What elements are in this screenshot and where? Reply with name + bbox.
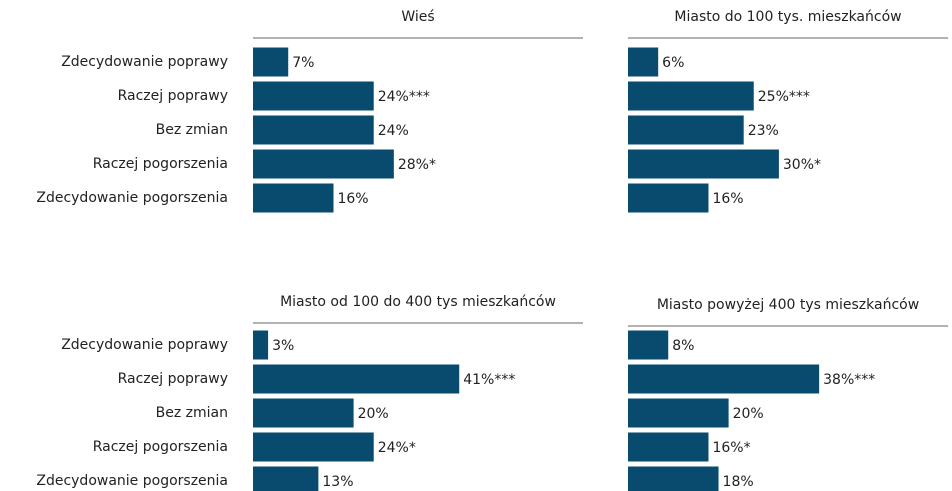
- value-label: 25%***: [758, 89, 810, 105]
- value-label: 24%*: [378, 440, 416, 456]
- category-label: Zdecydowanie poprawy: [61, 54, 228, 70]
- value-label: 28%*: [398, 157, 436, 173]
- bar: [628, 364, 820, 394]
- value-label: 16%*: [712, 440, 750, 456]
- bar: [628, 81, 754, 111]
- bar: [253, 364, 460, 394]
- bar: [628, 183, 709, 213]
- bar: [628, 466, 719, 491]
- value-label: 6%: [662, 55, 684, 71]
- bar: [628, 115, 744, 145]
- value-label: 16%: [337, 191, 368, 207]
- panel-title: Wieś: [401, 9, 434, 25]
- bar: [253, 115, 374, 145]
- panel-title: Miasto od 100 do 400 tys mieszkańców: [280, 294, 556, 310]
- value-label: 7%: [292, 55, 314, 71]
- value-label: 38%***: [823, 372, 875, 388]
- value-label: 3%: [272, 338, 294, 354]
- value-label: 16%: [712, 191, 743, 207]
- bar: [628, 398, 729, 428]
- panel-title: Miasto do 100 tys. mieszkańców: [674, 9, 901, 25]
- category-label: Raczej pogorszenia: [93, 156, 228, 172]
- category-label: Zdecydowanie pogorszenia: [36, 473, 228, 489]
- bar: [628, 330, 669, 360]
- bar: [253, 81, 374, 111]
- bar: [253, 47, 289, 77]
- bar: [253, 466, 319, 491]
- bar: [253, 398, 354, 428]
- panel-title: Miasto powyżej 400 tys mieszkańców: [657, 297, 919, 313]
- value-label: 18%: [723, 474, 754, 490]
- bar: [253, 330, 269, 360]
- bar: [628, 149, 779, 179]
- bar: [253, 432, 374, 462]
- bar: [628, 432, 709, 462]
- category-label: Zdecydowanie poprawy: [61, 337, 228, 353]
- category-label: Raczej poprawy: [118, 88, 228, 104]
- value-label: 24%: [378, 123, 409, 139]
- value-label: 23%: [748, 123, 779, 139]
- value-label: 20%: [358, 406, 389, 422]
- value-label: 41%***: [463, 372, 515, 388]
- value-label: 20%: [733, 406, 764, 422]
- bar: [253, 183, 334, 213]
- value-label: 13%: [322, 474, 353, 490]
- category-label: Bez zmian: [156, 122, 228, 138]
- bar: [628, 47, 659, 77]
- category-label: Raczej pogorszenia: [93, 439, 228, 455]
- bar: [253, 149, 394, 179]
- value-label: 8%: [672, 338, 694, 354]
- category-label: Bez zmian: [156, 405, 228, 421]
- value-label: 24%***: [378, 89, 430, 105]
- category-label: Zdecydowanie pogorszenia: [36, 190, 228, 206]
- category-label: Raczej poprawy: [118, 371, 228, 387]
- value-label: 30%*: [783, 157, 821, 173]
